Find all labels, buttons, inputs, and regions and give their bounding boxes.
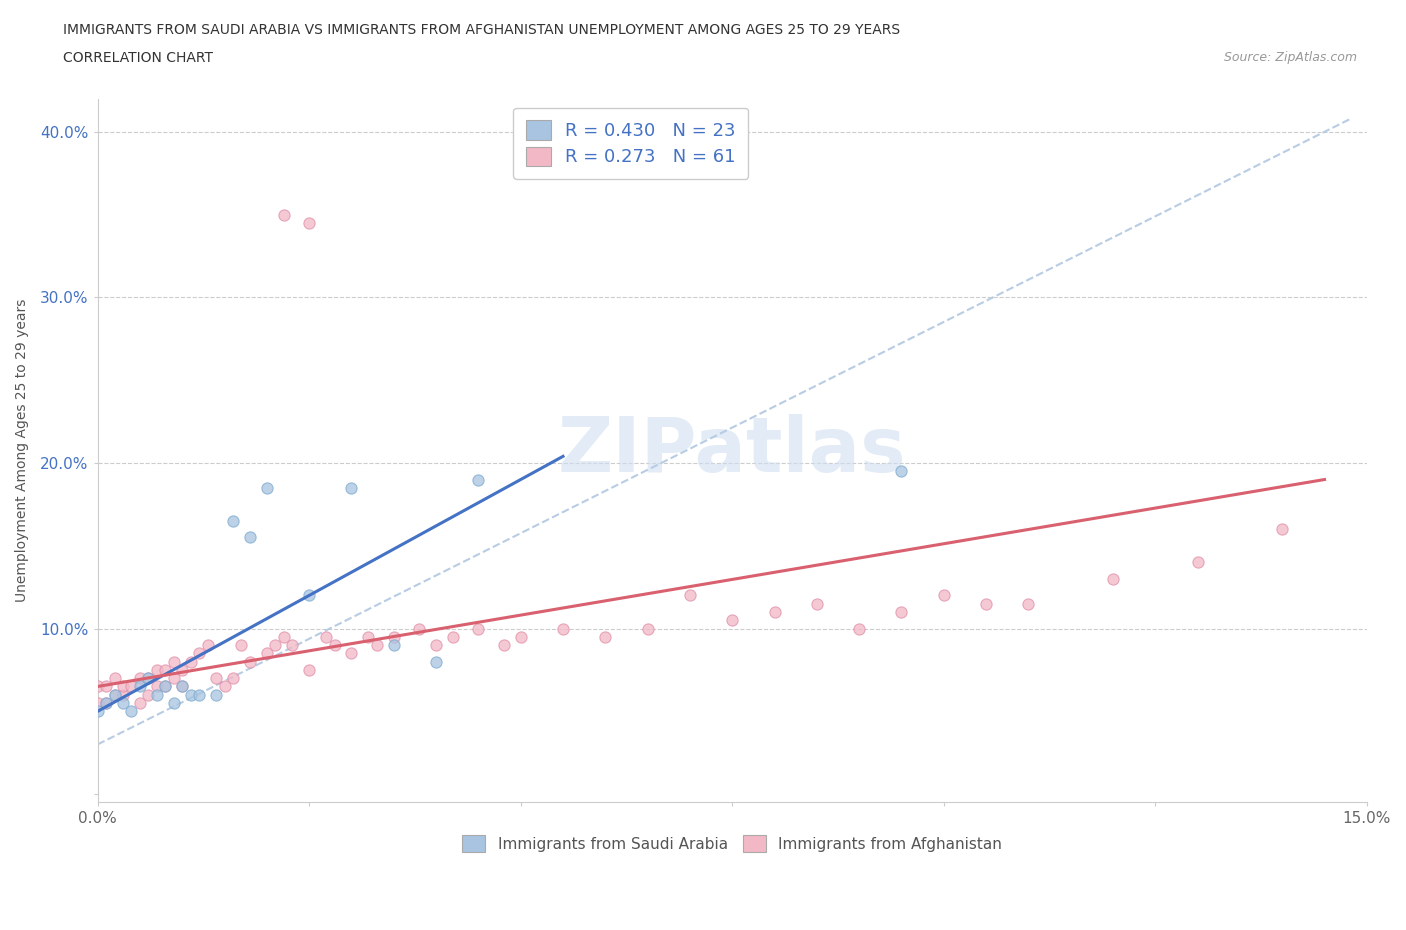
Point: [94, 679, 117, 694]
Point: [172, 662, 194, 677]
Point: [231, 638, 253, 653]
Point: [146, 687, 169, 702]
Text: IMMIGRANTS FROM SAUDI ARABIA VS IMMIGRANTS FROM AFGHANISTAN UNEMPLOYMENT AMONG A: IMMIGRANTS FROM SAUDI ARABIA VS IMMIGRAN…: [63, 23, 900, 37]
Point: [679, 588, 702, 603]
Point: [163, 696, 186, 711]
Point: [298, 216, 321, 231]
Point: [103, 687, 125, 702]
Point: [155, 679, 177, 694]
Point: [103, 671, 125, 685]
Point: [637, 621, 659, 636]
Point: [111, 696, 134, 711]
Point: [595, 630, 617, 644]
Point: [138, 687, 160, 702]
Point: [86, 704, 108, 719]
Point: [146, 662, 169, 677]
Point: [721, 613, 744, 628]
Point: [239, 654, 262, 669]
Point: [111, 679, 134, 694]
Point: [848, 621, 870, 636]
Point: [163, 654, 186, 669]
Point: [256, 481, 278, 496]
Point: [425, 654, 447, 669]
Point: [256, 646, 278, 661]
Point: [188, 687, 211, 702]
Point: [222, 671, 245, 685]
Point: [382, 630, 405, 644]
Point: [281, 638, 304, 653]
Point: [94, 696, 117, 711]
Point: [94, 696, 117, 711]
Point: [86, 679, 108, 694]
Point: [121, 704, 143, 719]
Point: [890, 604, 912, 619]
Point: [441, 630, 464, 644]
Point: [1271, 522, 1294, 537]
Point: [315, 630, 337, 644]
Point: [129, 679, 152, 694]
Point: [86, 696, 108, 711]
Point: [155, 662, 177, 677]
Point: [103, 687, 125, 702]
Point: [138, 671, 160, 685]
Point: [129, 696, 152, 711]
Point: [932, 588, 955, 603]
Point: [974, 596, 997, 611]
Point: [323, 638, 346, 653]
Point: [205, 671, 228, 685]
Point: [172, 679, 194, 694]
Point: [382, 638, 405, 653]
Point: [492, 638, 515, 653]
Point: [298, 662, 321, 677]
Point: [1102, 571, 1125, 586]
Point: [425, 638, 447, 653]
Point: [180, 687, 202, 702]
Point: [146, 679, 169, 694]
Point: [551, 621, 574, 636]
Point: [1187, 555, 1209, 570]
Point: [340, 481, 363, 496]
Text: CORRELATION CHART: CORRELATION CHART: [63, 51, 214, 65]
Legend: Immigrants from Saudi Arabia, Immigrants from Afghanistan: Immigrants from Saudi Arabia, Immigrants…: [457, 830, 1008, 858]
Point: [509, 630, 531, 644]
Point: [239, 530, 262, 545]
Point: [214, 679, 236, 694]
Point: [273, 207, 295, 222]
Point: [806, 596, 828, 611]
Point: [366, 638, 388, 653]
Point: [763, 604, 786, 619]
Text: ZIPatlas: ZIPatlas: [558, 414, 907, 487]
Point: [222, 513, 245, 528]
Point: [111, 687, 134, 702]
Point: [129, 671, 152, 685]
Point: [408, 621, 430, 636]
Point: [264, 638, 287, 653]
Point: [467, 472, 489, 487]
Point: [197, 638, 219, 653]
Point: [121, 679, 143, 694]
Point: [172, 679, 194, 694]
Point: [180, 654, 202, 669]
Point: [138, 671, 160, 685]
Point: [273, 630, 295, 644]
Point: [155, 679, 177, 694]
Point: [298, 588, 321, 603]
Text: Source: ZipAtlas.com: Source: ZipAtlas.com: [1223, 51, 1357, 64]
Y-axis label: Unemployment Among Ages 25 to 29 years: Unemployment Among Ages 25 to 29 years: [15, 299, 30, 603]
Point: [357, 630, 380, 644]
Point: [205, 687, 228, 702]
Point: [890, 464, 912, 479]
Point: [188, 646, 211, 661]
Point: [340, 646, 363, 661]
Point: [163, 671, 186, 685]
Point: [1017, 596, 1039, 611]
Point: [467, 621, 489, 636]
